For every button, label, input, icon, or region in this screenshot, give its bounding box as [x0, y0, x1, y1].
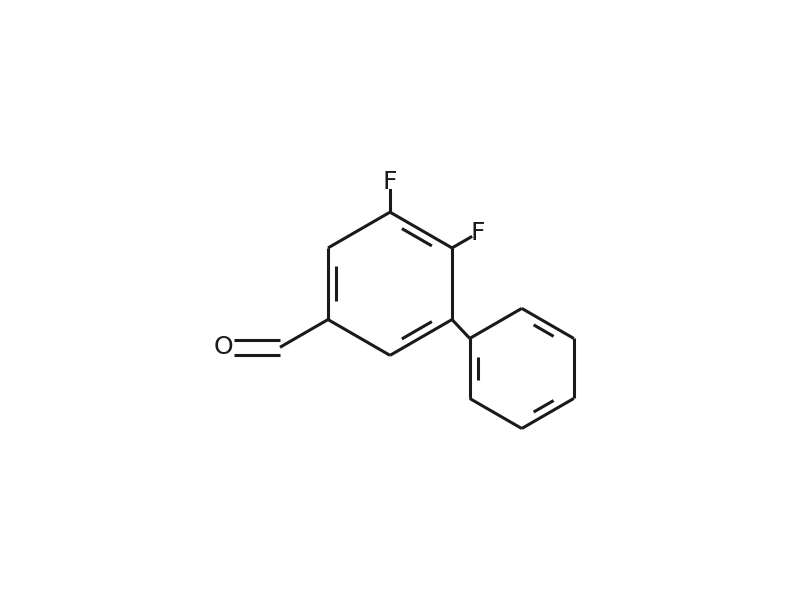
Text: F: F — [383, 170, 398, 194]
Text: O: O — [214, 335, 234, 359]
Text: F: F — [471, 221, 485, 245]
